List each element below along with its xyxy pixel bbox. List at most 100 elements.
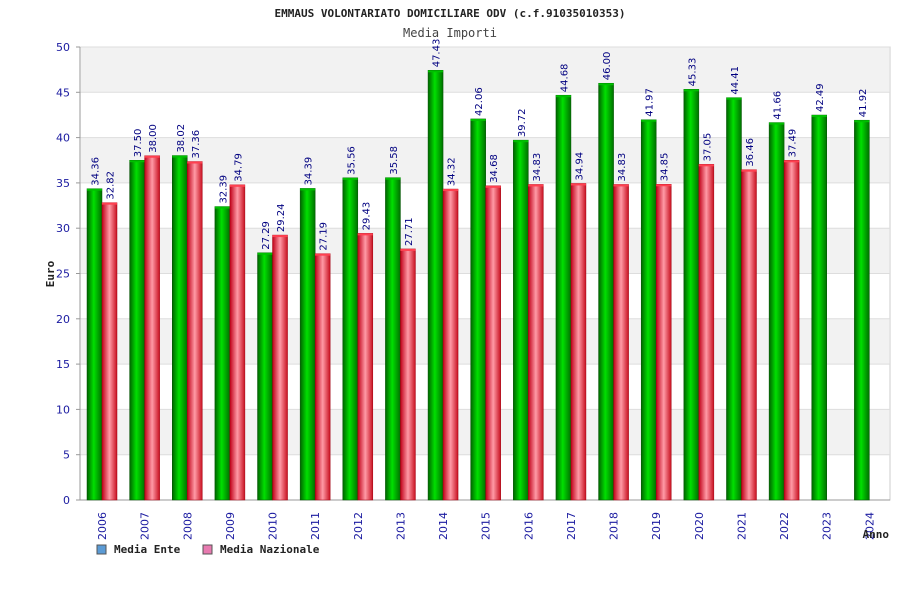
- bar-media-ente: [427, 70, 444, 501]
- bar-top-cap: [528, 184, 544, 187]
- value-label: 37.50: [133, 129, 144, 158]
- value-label: 46.00: [602, 52, 613, 81]
- bar-top-cap: [598, 83, 614, 86]
- x-tick-label: 2018: [608, 512, 621, 540]
- x-tick-label: 2022: [778, 512, 791, 540]
- bar-top-cap: [428, 70, 444, 73]
- value-label: 27.19: [319, 222, 330, 251]
- value-label: 39.72: [517, 108, 528, 137]
- bar-top-cap: [698, 164, 714, 167]
- value-label: 44.41: [730, 66, 741, 95]
- bar-top-cap: [613, 184, 629, 187]
- y-axis-ticks: 0 5 10 15 20 25 30 35 40 45 50: [56, 41, 80, 507]
- value-label: 32.39: [218, 175, 229, 204]
- bar-media-ente: [555, 94, 572, 501]
- y-tick-label: 35: [56, 177, 70, 190]
- value-label: 29.43: [361, 202, 372, 231]
- bar-media-ente: [470, 118, 486, 501]
- x-axis-title: Anno: [863, 528, 890, 541]
- y-tick-label: 10: [56, 403, 70, 416]
- value-label: 44.68: [559, 64, 570, 93]
- value-label: 35.56: [346, 146, 357, 175]
- value-label: 41.66: [773, 91, 784, 120]
- bar-top-cap: [854, 120, 870, 123]
- x-tick-label: 2008: [181, 512, 194, 540]
- bar-media-nazionale: [655, 184, 672, 501]
- y-tick-label: 5: [63, 449, 70, 462]
- bar-media-ente: [299, 188, 316, 501]
- value-label: 34.79: [233, 153, 244, 182]
- bar-top-cap: [385, 177, 401, 180]
- bar-media-ente: [86, 188, 103, 501]
- value-label: 32.82: [106, 171, 117, 200]
- bar-media-ente: [640, 119, 657, 501]
- bar-top-cap: [485, 185, 501, 188]
- x-tick-label: 2011: [309, 512, 322, 540]
- bar-top-cap: [144, 155, 160, 158]
- bar-media-nazionale: [314, 253, 331, 501]
- bar-top-cap: [470, 118, 486, 121]
- bar-top-cap: [726, 97, 742, 100]
- bar-top-cap: [555, 95, 571, 98]
- bar-top-cap: [129, 160, 145, 163]
- bar-media-ente: [129, 160, 145, 501]
- bar-top-cap: [400, 248, 416, 251]
- bar-media-ente: [172, 155, 188, 501]
- x-tick-label: 2009: [224, 512, 237, 540]
- bar-media-ente: [257, 252, 273, 501]
- y-tick-label: 50: [56, 41, 70, 54]
- bar-media-nazionale: [528, 184, 544, 501]
- bar-media-ente: [768, 122, 785, 501]
- bar-top-cap: [513, 140, 529, 143]
- bar-media-nazionale: [272, 234, 288, 501]
- chart-title: EMMAUS VOLONTARIATO DOMICILIARE ODV (c.f…: [275, 7, 626, 20]
- bar-top-cap: [315, 253, 331, 256]
- value-labels-group: 34.36 32.82 37.50 38.00 38.02 37.36 32.39 34.79…: [91, 39, 869, 251]
- bar-top-cap: [570, 183, 586, 186]
- x-tick-label: 2010: [267, 512, 280, 540]
- bar-media-nazionale: [485, 185, 501, 501]
- legend-swatch-media-ente: [96, 544, 107, 555]
- value-label: 42.06: [474, 87, 485, 116]
- bar-media-nazionale: [613, 184, 629, 501]
- legend-label-media-ente: Media Ente: [114, 543, 181, 556]
- bar-media-ente: [811, 114, 827, 501]
- value-label: 34.83: [532, 153, 543, 182]
- value-label: 34.68: [489, 154, 500, 183]
- value-label: 29.24: [276, 203, 287, 232]
- value-label: 34.94: [574, 152, 585, 181]
- bar-top-cap: [769, 122, 785, 125]
- y-tick-label: 45: [56, 86, 70, 99]
- bar-top-cap: [741, 169, 757, 172]
- bar-top-cap: [87, 188, 102, 191]
- value-label: 34.36: [91, 157, 102, 186]
- value-label: 38.02: [176, 124, 187, 153]
- x-tick-label: 2016: [522, 512, 535, 540]
- bar-top-cap: [102, 202, 117, 205]
- bar-media-ente: [726, 97, 742, 501]
- bar-top-cap: [257, 252, 273, 255]
- x-tick-label: 2012: [352, 512, 365, 540]
- bar-top-cap: [342, 177, 358, 180]
- bar-media-ente: [342, 177, 359, 501]
- value-label: 37.49: [788, 129, 799, 158]
- bar-top-cap: [357, 233, 373, 236]
- bar-top-cap: [300, 188, 316, 191]
- plot-band: [81, 47, 889, 93]
- bar-media-ente: [513, 139, 529, 501]
- x-tick-label: 2014: [437, 512, 450, 540]
- value-label: 34.85: [660, 153, 671, 182]
- y-tick-label: 20: [56, 313, 70, 326]
- bar-media-ente: [385, 177, 401, 501]
- legend-swatch-media-nazionale: [202, 544, 213, 555]
- bar-media-nazionale: [783, 160, 800, 501]
- legend: Media Ente Media Nazionale: [96, 543, 320, 556]
- value-label: 34.32: [447, 157, 458, 186]
- legend-label-media-nazionale: Media Nazionale: [220, 543, 320, 556]
- value-label: 27.29: [261, 221, 272, 250]
- x-tick-label: 2019: [650, 512, 663, 540]
- chart-subtitle: Media Importi: [403, 26, 497, 40]
- value-label: 35.58: [389, 146, 400, 175]
- value-label: 42.49: [815, 83, 826, 112]
